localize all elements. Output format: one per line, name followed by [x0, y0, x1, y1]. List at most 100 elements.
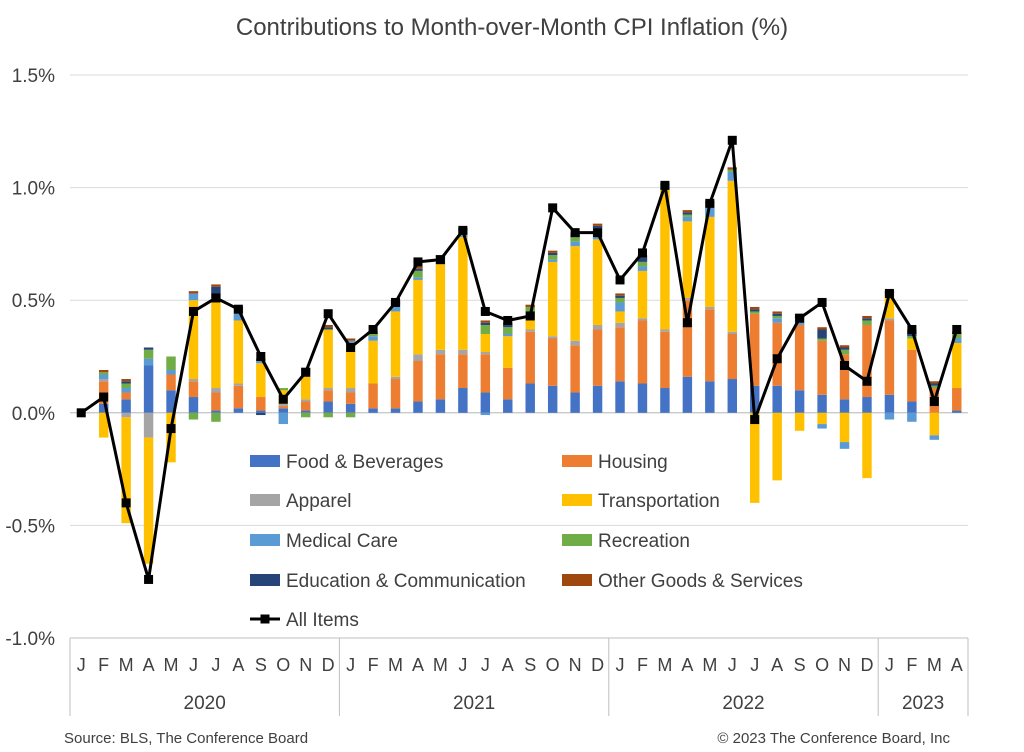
- bar-housing: [750, 313, 760, 386]
- bar-food-beverages: [952, 410, 962, 413]
- month-label: A: [502, 655, 514, 675]
- all-items-marker: [233, 304, 243, 314]
- month-label: M: [702, 655, 717, 675]
- year-label: 2021: [453, 693, 495, 714]
- bar-food-beverages: [503, 399, 513, 413]
- all-items-marker: [166, 424, 176, 434]
- month-label: M: [657, 655, 672, 675]
- all-items-marker: [480, 306, 490, 316]
- month-label: A: [232, 655, 244, 675]
- month-label: S: [794, 655, 806, 675]
- bar-food-beverages: [143, 365, 154, 413]
- bar-housing: [660, 331, 670, 389]
- bar-housing: [682, 300, 693, 377]
- all-items-marker: [121, 498, 131, 508]
- bar-food-beverages: [435, 399, 446, 413]
- bar-recreation: [862, 320, 872, 325]
- all-items-marker: [503, 315, 513, 325]
- y-tick-label: 1.5%: [12, 66, 55, 87]
- bar-transportation: [952, 342, 962, 389]
- bar-housing: [233, 385, 244, 409]
- legend-swatch: [250, 574, 280, 586]
- all-items-line-path: [80, 138, 959, 581]
- bar-medical-care: [390, 306, 401, 312]
- bar-apparel: [682, 297, 693, 301]
- bar-transportation: [772, 412, 782, 481]
- bar-apparel: [727, 331, 737, 334]
- bar-recreation: [772, 315, 782, 319]
- bar-medical-care: [458, 234, 468, 238]
- bar-other-goods-services: [211, 284, 221, 287]
- bar-recreation: [750, 311, 760, 314]
- all-items-marker: [188, 306, 198, 316]
- bar-food-beverages: [166, 390, 176, 413]
- legend-line-marker: [260, 614, 270, 624]
- bar-transportation: [121, 417, 131, 524]
- year-label: 2022: [722, 693, 764, 714]
- bar-medical-care: [121, 388, 131, 393]
- bar-transportation: [211, 302, 221, 389]
- bar-recreation: [682, 214, 693, 217]
- bar-food-beverages: [98, 403, 109, 413]
- bar-other-goods-services: [413, 266, 423, 269]
- y-tick-label: 1.0%: [12, 179, 55, 200]
- bar-medical-care: [188, 293, 199, 301]
- legend-swatch: [562, 534, 592, 546]
- bar-apparel: [435, 349, 446, 355]
- bar-housing: [435, 354, 446, 400]
- month-label: M: [927, 655, 942, 675]
- bar-housing: [705, 309, 715, 382]
- month-label: J: [458, 655, 467, 675]
- bar-medical-care: [345, 340, 356, 346]
- all-items-marker: [817, 297, 827, 307]
- gridlines: [70, 74, 968, 639]
- bar-medical-care: [570, 241, 580, 247]
- bar-other-goods-services: [750, 306, 760, 310]
- all-items-marker: [458, 225, 468, 235]
- bar-food-beverages: [345, 403, 356, 413]
- bar-transportation: [323, 329, 333, 389]
- bar-medical-care: [98, 374, 109, 380]
- bar-food-beverages: [682, 376, 693, 413]
- bar-recreation: [143, 349, 154, 359]
- all-items-marker: [637, 248, 647, 258]
- bar-recreation: [368, 333, 378, 337]
- month-label: S: [524, 655, 536, 675]
- legend-label: Medical Care: [286, 531, 398, 552]
- legend-swatch: [562, 455, 592, 467]
- bar-medical-care: [705, 207, 715, 217]
- legend-swatch: [250, 455, 280, 467]
- bar-housing: [413, 361, 423, 402]
- bar-housing: [390, 379, 401, 409]
- bar-transportation: [907, 338, 917, 350]
- bar-apparel: [233, 383, 244, 386]
- month-label: J: [481, 655, 490, 675]
- bar-recreation: [345, 412, 356, 418]
- bar-housing: [727, 333, 737, 380]
- all-items-marker: [368, 324, 378, 334]
- bar-food-beverages: [256, 410, 266, 413]
- bar-recreation: [211, 412, 221, 422]
- bar-food-beverages: [570, 392, 580, 413]
- month-label: N: [299, 655, 312, 675]
- bar-housing: [188, 381, 199, 398]
- month-label: M: [433, 655, 448, 675]
- legend-label: Transportation: [598, 491, 720, 512]
- bar-food-beverages: [817, 394, 827, 413]
- bar-recreation: [480, 324, 491, 334]
- all-items-marker: [301, 367, 311, 377]
- legend-label: Recreation: [598, 531, 690, 552]
- month-label: M: [164, 655, 179, 675]
- bar-education-communication: [503, 324, 513, 328]
- bar-education-communication: [480, 322, 491, 325]
- bar-recreation: [413, 270, 423, 278]
- bar-food-beverages: [727, 379, 737, 413]
- all-items-marker: [76, 408, 86, 418]
- bar-medical-care: [480, 412, 491, 416]
- month-label: J: [189, 655, 198, 675]
- bar-other-goods-services: [345, 338, 356, 341]
- bar-transportation: [660, 189, 670, 330]
- month-label: F: [637, 655, 648, 675]
- bar-housing: [907, 349, 917, 402]
- y-tick-label: -1.0%: [5, 629, 55, 650]
